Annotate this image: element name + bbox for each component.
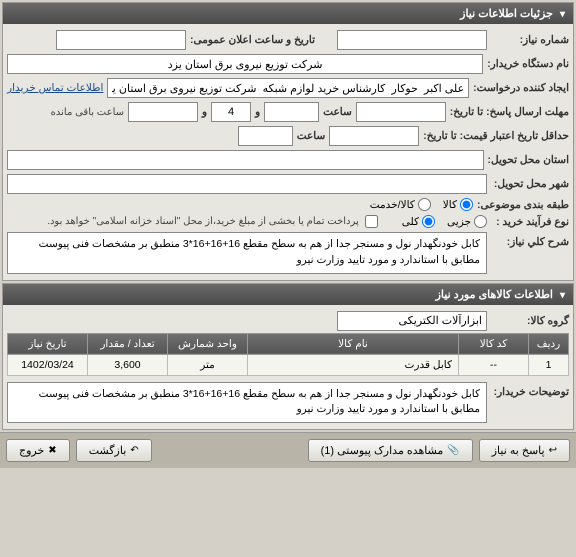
exit-label: خروج	[19, 444, 44, 457]
buyer-notes: کابل خودنگهدار نول و مسنجر جدا از هم به …	[7, 382, 487, 424]
goods-table: ردیف کد کالا نام کالا واحد شمارش تعداد /…	[7, 333, 569, 376]
radio-goods[interactable]: کالا	[443, 198, 473, 211]
cell-date: 1402/03/24	[8, 354, 88, 375]
credit-date	[329, 126, 419, 146]
radio-service[interactable]: کالا/خدمت	[370, 198, 431, 211]
attachments-button[interactable]: 📎 مشاهده مدارک پیوستی (1)	[308, 439, 473, 462]
payment-checkbox[interactable]	[365, 215, 378, 228]
radio-full-input[interactable]	[422, 215, 435, 228]
group-label: گروه کالا:	[491, 315, 569, 327]
contact-link[interactable]: اطلاعات تماس خریدار	[7, 82, 103, 94]
radio-full[interactable]: کلی	[402, 215, 435, 228]
panel1-body: شماره نیاز: تاریخ و ساعت اعلان عمومی: نا…	[3, 24, 573, 280]
buyer-notes-label: توضیحات خریدار:	[491, 382, 569, 398]
deliver-city	[7, 174, 487, 194]
cell-name: کابل قدرت	[248, 354, 459, 375]
collapse-icon: ▾	[560, 9, 565, 20]
deliver-prov	[7, 150, 484, 170]
radio-service-input[interactable]	[418, 198, 431, 211]
col-date: تاریخ نیاز	[8, 333, 88, 354]
buyer-org-label: نام دستگاه خریدار:	[487, 58, 569, 70]
deadline-time	[264, 102, 319, 122]
panel1-header[interactable]: ▾ جزئیات اطلاعات نیاز	[3, 3, 573, 24]
requester-field	[107, 78, 469, 98]
panel2-body: گروه کالا: ردیف کد کالا نام کالا واحد شم…	[3, 305, 573, 430]
remain-label: ساعت باقی مانده	[51, 107, 124, 118]
credit-time	[238, 126, 293, 146]
exit-button[interactable]: ✖ خروج	[6, 439, 70, 462]
time-label-2: ساعت	[297, 130, 326, 142]
deadline-date	[356, 102, 446, 122]
col-name: نام کالا	[248, 333, 459, 354]
col-code: کد کالا	[459, 333, 529, 354]
cell-idx: 1	[529, 354, 569, 375]
panel1-title: جزئیات اطلاعات نیاز	[460, 8, 553, 20]
payment-checkbox-row: پرداخت تمام یا بخشی از مبلغ خرید،از محل …	[47, 215, 378, 228]
col-unit: واحد شمارش	[168, 333, 248, 354]
desc-label: شرح کلي نیاز:	[491, 232, 569, 248]
respond-button[interactable]: ↩ پاسخ به نیاز	[479, 439, 570, 462]
table-header-row: ردیف کد کالا نام کالا واحد شمارش تعداد /…	[8, 333, 569, 354]
timer-field	[128, 102, 198, 122]
deliver-city-label: شهر محل تحویل:	[491, 178, 569, 190]
credit-label: حداقل تاریخ اعتبار قیمت: تا تاریخ:	[423, 130, 569, 142]
deadline-label: مهلت ارسال پاسخ: تا تاریخ:	[450, 106, 569, 118]
panel2-title: اطلاعات کالاهای مورد نیاز	[436, 289, 553, 301]
need-number-label: شماره نیاز:	[491, 34, 569, 46]
radio-goods-input[interactable]	[460, 198, 473, 211]
purchase-radio-group: جزیی کلی	[402, 215, 487, 228]
cell-unit: متر	[168, 354, 248, 375]
back-icon: ↶	[130, 445, 138, 456]
deliver-prov-label: استان محل تحویل:	[488, 154, 569, 166]
day-and: و	[255, 106, 260, 118]
collapse-icon-2: ▾	[560, 290, 565, 301]
need-number-field	[337, 30, 487, 50]
purchase-type-label: نوع فرآیند خرید :	[491, 216, 569, 228]
footer-bar: ↩ پاسخ به نیاز 📎 مشاهده مدارک پیوستی (1)…	[0, 432, 576, 468]
budget-label: طبقه بندی موضوعی:	[477, 199, 569, 211]
respond-label: پاسخ به نیاز	[492, 444, 545, 457]
goods-info-panel: ▾ اطلاعات کالاهای مورد نیاز گروه کالا: ر…	[2, 283, 574, 431]
requester-label: ایجاد کننده درخواست:	[473, 82, 569, 94]
attachment-icon: 📎	[447, 445, 459, 456]
buyer-org-field	[7, 54, 483, 74]
back-button[interactable]: ↶ بازگشت	[76, 439, 152, 462]
time-label-1: ساعت	[323, 106, 352, 118]
need-details-panel: ▾ جزئیات اطلاعات نیاز شماره نیاز: تاریخ …	[2, 2, 574, 281]
cell-qty: 3,600	[88, 354, 168, 375]
attachments-label: مشاهده مدارک پیوستی (1)	[321, 444, 444, 457]
col-qty: تعداد / مقدار	[88, 333, 168, 354]
group-field	[337, 311, 487, 331]
exit-icon: ✖	[48, 445, 56, 456]
budget-radio-group: کالا کالا/خدمت	[370, 198, 473, 211]
radio-partial[interactable]: جزیی	[447, 215, 487, 228]
table-row[interactable]: 1 -- کابل قدرت متر 3,600 1402/03/24	[8, 354, 569, 375]
panel2-header[interactable]: ▾ اطلاعات کالاهای مورد نیاز	[3, 284, 573, 305]
desc-text: کابل خودنگهدار نول و مسنجر جدا از هم به …	[7, 232, 487, 274]
col-row: ردیف	[529, 333, 569, 354]
day-count	[211, 102, 251, 122]
datetime-field	[56, 30, 186, 50]
radio-partial-input[interactable]	[474, 215, 487, 228]
day-and-2: و	[202, 106, 207, 118]
payment-checkbox-label: پرداخت تمام یا بخشی از مبلغ خرید،از محل …	[47, 216, 359, 227]
reply-icon: ↩	[549, 445, 557, 456]
cell-code: --	[459, 354, 529, 375]
datetime-label: تاریخ و ساعت اعلان عمومی:	[190, 34, 315, 46]
back-label: بازگشت	[89, 444, 127, 457]
